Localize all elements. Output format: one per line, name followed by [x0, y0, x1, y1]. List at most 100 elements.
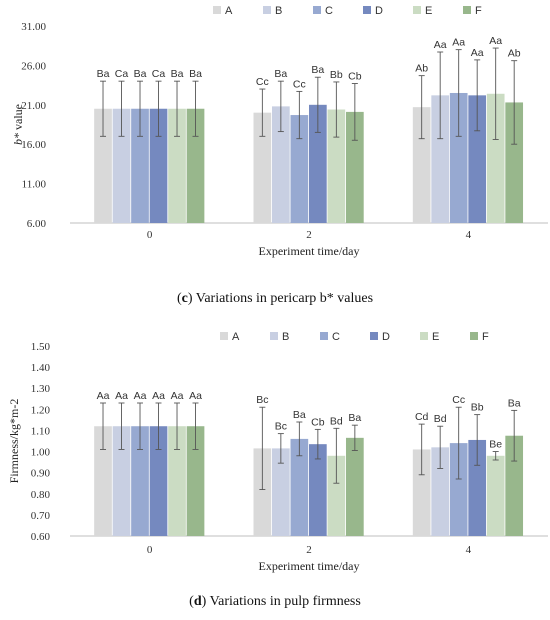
x-axis-label: Experiment time/day [259, 559, 360, 573]
significance-label: Bc [275, 421, 287, 433]
significance-label: Cb [311, 416, 325, 428]
y-tick-label: 1.40 [31, 362, 51, 374]
bar-D-day0 [149, 426, 168, 536]
legend-label-E: E [432, 331, 439, 343]
legend-swatch-B [263, 6, 271, 14]
bar-E-day4 [486, 93, 505, 223]
caption-open-paren: ( [189, 594, 194, 609]
legend-label-F: F [482, 331, 489, 343]
y-tick-label: 0.70 [31, 510, 51, 522]
legend-label-E: E [425, 5, 432, 17]
significance-label: Ca [152, 68, 166, 80]
caption-open-paren: ( [177, 291, 182, 306]
y-axis-label-text: value [11, 104, 25, 133]
bar-E-day2 [327, 455, 346, 536]
legend-swatch-C [313, 6, 321, 14]
bar-F-day4 [505, 102, 524, 223]
y-tick-label: 31.00 [21, 21, 46, 33]
y-tick-label: 26.00 [21, 60, 46, 72]
legend-label-B: B [282, 331, 289, 343]
bar-B-day2 [272, 448, 290, 536]
bar-D-day4 [468, 439, 487, 536]
legend-swatch-E [413, 6, 421, 14]
legend-swatch-D [363, 6, 371, 14]
significance-label: Cd [415, 411, 429, 423]
bar-F-day0 [186, 108, 205, 223]
legend-swatch-F [470, 332, 478, 340]
y-tick-label: 1.10 [31, 425, 51, 437]
legend-label-B: B [275, 5, 282, 17]
legend-swatch-A [220, 332, 228, 340]
bar-E-day4 [486, 455, 505, 536]
significance-label: Bd [434, 413, 447, 425]
significance-label: Aa [97, 390, 110, 402]
significance-label: Ba [311, 64, 324, 76]
panel-c: 6.00 11.00 16.00 21.00 26.00 31.00 b* value Ba C… [11, 5, 548, 306]
legend-swatch-C [320, 332, 328, 340]
legend-label-C: C [332, 331, 340, 343]
caption-panel-letter: c [182, 291, 188, 306]
bar-B-day2 [272, 106, 290, 223]
bar-C-day2 [290, 438, 309, 536]
legend-label-F: F [475, 5, 482, 17]
bar-D-day2 [309, 444, 327, 536]
significance-label: Ab [415, 63, 428, 75]
bar-B-day0 [112, 108, 131, 223]
legend-label-C: C [325, 5, 333, 17]
significance-label: Aa [171, 390, 184, 402]
figure-caption: (d) Variations in pulp firmness [189, 594, 361, 609]
y-axis-label-italic: b* [11, 133, 25, 145]
bar-C-day4 [449, 443, 468, 536]
legend: A B C D E F [220, 331, 489, 343]
significance-label: Aa [434, 39, 447, 51]
y-tick-label: 1.30 [31, 383, 51, 395]
bar-F-day4 [505, 435, 524, 536]
x-tick-label: 2 [306, 229, 312, 241]
figure-caption: (c) Variations in pericarp b* values [177, 291, 373, 306]
bar-F-day0 [186, 426, 205, 536]
bar-A-day2 [253, 112, 272, 223]
significance-label: Bc [256, 394, 268, 406]
significance-label: Bb [330, 69, 343, 81]
panel-d: 0.60 0.70 0.80 0.90 1.00 1.10 1.20 1.30 1.40 1.50… [7, 331, 548, 609]
bar-E-day0 [168, 426, 186, 536]
bar-E-day2 [327, 109, 346, 223]
x-axis-label: Experiment time/day [259, 244, 360, 258]
significance-label: Aa [134, 390, 147, 402]
bar-A-day2 [253, 448, 272, 536]
bar-B-day0 [112, 426, 131, 536]
significance-label: Bb [471, 402, 484, 414]
significance-label: Aa [189, 390, 202, 402]
significance-label: Be [489, 439, 502, 451]
legend-label-A: A [232, 331, 240, 343]
bar-F-day2 [346, 111, 364, 223]
caption-panel-letter: d [194, 594, 202, 609]
significance-label: Ba [189, 68, 202, 80]
bar-D-day2 [309, 104, 327, 223]
bar-D-day4 [468, 95, 487, 223]
legend: A B C D E F [213, 5, 482, 17]
bar-A-day0 [94, 426, 112, 536]
bar-F-day2 [346, 437, 364, 536]
legend-swatch-B [270, 332, 278, 340]
significance-label: Cc [452, 394, 465, 406]
significance-label: Aa [471, 47, 484, 59]
significance-label: Aa [452, 37, 465, 49]
significance-label: Aa [152, 390, 165, 402]
legend-label-A: A [225, 5, 233, 17]
y-axis-label: Firmness/kg*m-2 [7, 399, 21, 484]
caption-close-paren: ) [188, 291, 196, 306]
significance-label: Ba [134, 68, 147, 80]
y-tick-label: 0.60 [31, 531, 51, 543]
x-tick-label: 0 [147, 229, 153, 241]
y-axis-label: b* value [11, 104, 25, 145]
bar-B-day4 [431, 447, 450, 536]
caption-text: Variations in pulp firmness [210, 594, 361, 609]
y-tick-label: 0.80 [31, 489, 51, 501]
bar-C-day0 [131, 108, 149, 223]
bar-A-day0 [94, 108, 112, 223]
x-tick-label: 4 [466, 544, 472, 556]
bar-C-day4 [449, 92, 468, 223]
y-tick-label: 6.00 [27, 218, 47, 230]
